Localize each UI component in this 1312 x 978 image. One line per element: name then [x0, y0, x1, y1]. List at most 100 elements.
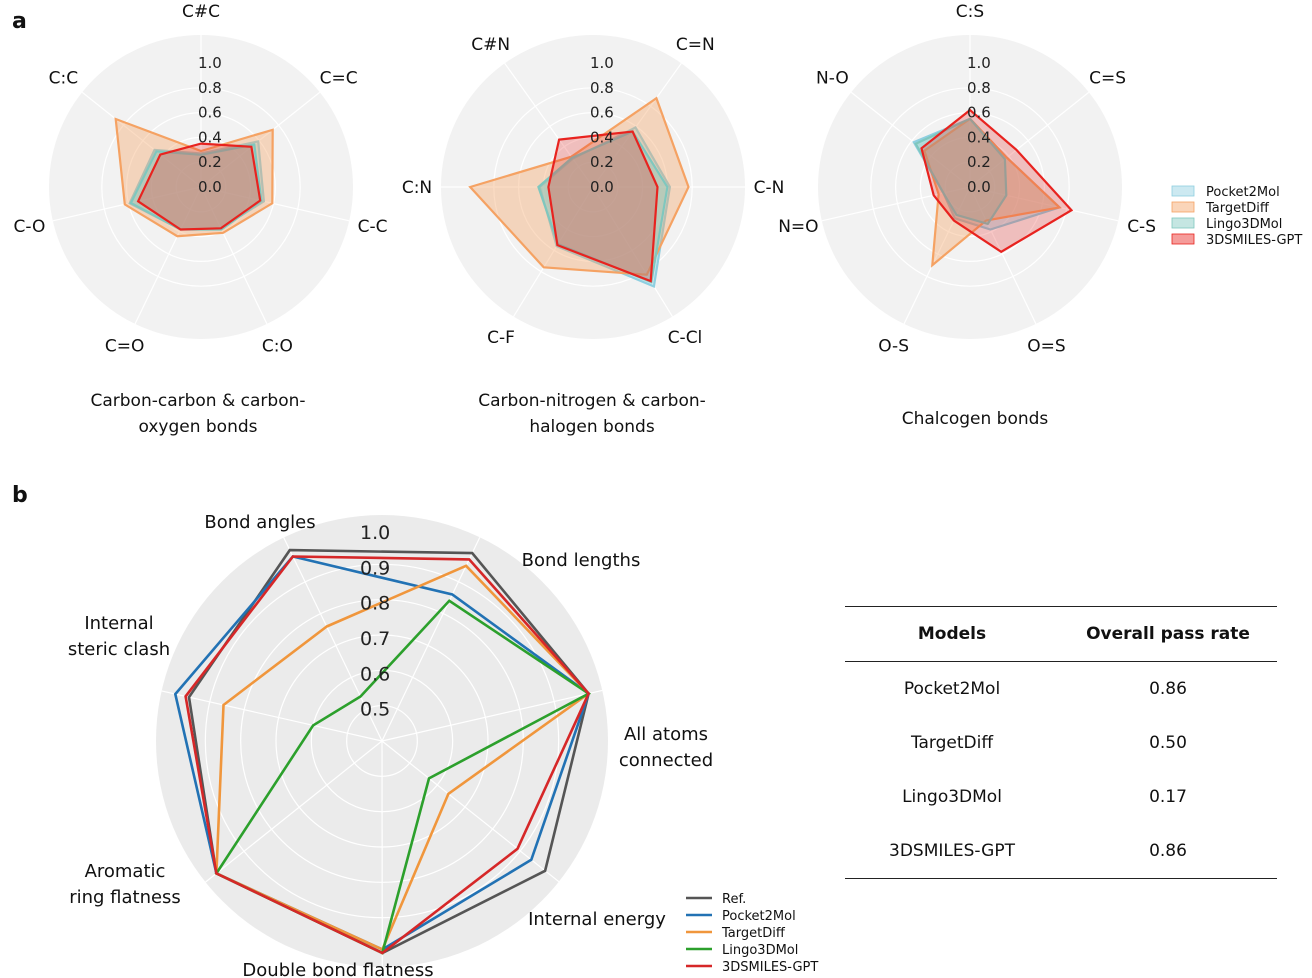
- legend-label: 3DSMILES-GPT: [1206, 233, 1302, 248]
- radar-series-3dsmiles-gpt: [547, 130, 659, 283]
- axis-label: C-N: [754, 178, 785, 198]
- table-row: TargetDiff 0.50: [845, 716, 1277, 770]
- radar-spoke: [283, 537, 383, 742]
- radial-tick-label: 0.6: [590, 104, 614, 122]
- radar-spoke: [969, 91, 1090, 188]
- chart-caption: oxygen bonds: [138, 417, 257, 437]
- table-cell-model: Lingo3DMol: [902, 787, 1002, 807]
- radar-series-3dsmiles-gpt: [920, 108, 1074, 254]
- radial-tick-label: 1.0: [967, 54, 991, 72]
- radar-spoke: [161, 690, 383, 742]
- radar-spoke: [381, 689, 603, 742]
- radial-tick-label: 1.0: [590, 54, 614, 72]
- radar-spoke: [205, 740, 383, 883]
- axis-label: O-S: [878, 337, 909, 357]
- radar-spoke: [200, 186, 268, 325]
- legend-label: TargetDiff: [721, 926, 786, 941]
- legend-label: Pocket2Mol: [1206, 185, 1280, 200]
- axis-label: ring flatness: [69, 887, 181, 908]
- radar-spoke: [381, 740, 560, 883]
- radar-spoke: [592, 186, 673, 317]
- radar-series-3dsmiles-gpt: [136, 142, 262, 231]
- legend-swatch: [1171, 233, 1195, 245]
- radar-series-targetdiff: [468, 96, 690, 276]
- panel-label-b: b: [12, 483, 28, 508]
- legend-panel-a: Pocket2MolTargetDiffLingo3DMol3DSMILES-G…: [1171, 185, 1302, 248]
- chart-caption: halogen bonds: [529, 417, 655, 437]
- axis-label: Double bond flatness: [242, 960, 433, 978]
- table-row: 3DSMILES-GPT 0.86: [845, 824, 1277, 879]
- axis-label: Internal energy: [528, 909, 666, 930]
- radar-chart-chalcogen: 1.0 0.8 0.6 0.4 0.2 0.0 C:S C=S C-S O=S O-S N=O N-O C…: [778, 2, 1156, 429]
- table-row: Pocket2Mol 0.86: [845, 662, 1277, 717]
- radar-spoke: [52, 186, 202, 222]
- radar-spoke: [592, 62, 682, 188]
- radial-tick-label: 0.4: [590, 128, 614, 146]
- axis-label: N=O: [778, 217, 818, 237]
- radial-tick-label: 0.8: [360, 593, 390, 615]
- radar-spoke: [200, 186, 350, 222]
- axis-label: C:O: [262, 337, 293, 357]
- table-cell-model: TargetDiff: [910, 733, 994, 753]
- radar-spoke: [81, 91, 202, 188]
- legend-swatch: [1171, 185, 1195, 197]
- table-cell-rate: 0.50: [1149, 733, 1187, 753]
- legend-swatch: [1171, 217, 1195, 229]
- radial-tick-label: 0.0: [590, 178, 614, 196]
- radar-spoke: [850, 91, 971, 188]
- axis-label: C=S: [1089, 68, 1126, 88]
- radar-spoke: [381, 537, 481, 742]
- axis-label: C=O: [105, 337, 145, 357]
- axis-label: C=C: [320, 68, 358, 88]
- radar-series-pocket2mol: [173, 555, 591, 951]
- radial-tick-label: 0.4: [967, 128, 991, 146]
- radial-tick-label: 1.0: [360, 522, 390, 544]
- radar-spoke: [513, 186, 594, 317]
- axis-label: Bond lengths: [522, 550, 641, 571]
- radar-spoke: [821, 186, 971, 222]
- legend-label: TargetDiff: [1205, 201, 1270, 216]
- radial-tick-label: 0.5: [360, 699, 390, 721]
- legend-panel-b: Ref. Pocket2Mol TargetDiff Lingo3DMol 3DSMIL…: [686, 892, 818, 975]
- axis-label: O=S: [1027, 337, 1065, 357]
- radar-series-ref-: [187, 548, 591, 955]
- radial-tick-label: 0.2: [967, 153, 991, 171]
- radar-spoke: [969, 186, 1037, 325]
- axis-label: C=N: [676, 35, 715, 55]
- radial-tick-label: 0.8: [967, 79, 991, 97]
- radial-tick-label: 0.2: [198, 153, 222, 171]
- legend-swatch: [1171, 201, 1195, 213]
- legend-label: Pocket2Mol: [722, 909, 796, 924]
- axis-label: C:C: [49, 68, 78, 88]
- radial-tick-label: 0.4: [198, 128, 222, 146]
- radar-chart-cc-co: 1.0 0.8 0.6 0.4 0.2 0.0 C#C C=C C-C C:O C=O C-O C:C C…: [13, 2, 387, 437]
- table-cell-rate: 0.86: [1059, 824, 1277, 879]
- table-cell-model: 3DSMILES-GPT: [845, 824, 1059, 879]
- radar-spoke: [903, 186, 971, 325]
- axis-label: N-O: [816, 68, 849, 88]
- radar-series-lingo3dmol: [914, 117, 1008, 226]
- radial-tick-label: 0.6: [967, 104, 991, 122]
- radial-tick-label: 0.8: [198, 79, 222, 97]
- legend-label: Lingo3DMol: [722, 943, 798, 958]
- radar-series-lingo3dmol: [214, 599, 592, 955]
- table-cell-model: Pocket2Mol: [903, 679, 1001, 699]
- axis-label: Aromatic: [85, 861, 166, 882]
- table-row: Lingo3DMol 0.17: [845, 770, 1277, 824]
- radial-tick-label: 0.6: [198, 104, 222, 122]
- table-cell-rate: 0.86: [1149, 679, 1187, 699]
- radial-tick-label: 1.0: [198, 54, 222, 72]
- axis-label: steric clash: [68, 639, 170, 660]
- table-cell-rate: 0.17: [1149, 787, 1187, 807]
- axis-label: C#N: [471, 35, 510, 55]
- radial-tick-label: 0.9: [360, 557, 390, 579]
- radar-series-3dsmiles-gpt: [184, 555, 591, 955]
- radar-series-targetdiff: [923, 117, 1062, 268]
- axis-label: Internal: [84, 613, 153, 634]
- chart-caption: Carbon-carbon & carbon-: [90, 391, 305, 411]
- column-header-models: Models: [845, 606, 1059, 662]
- panel-label-a: a: [12, 9, 27, 34]
- radar-spoke: [200, 91, 321, 188]
- column-header-pass-rate: Overall pass rate: [1059, 606, 1277, 662]
- radar-spoke: [504, 62, 594, 188]
